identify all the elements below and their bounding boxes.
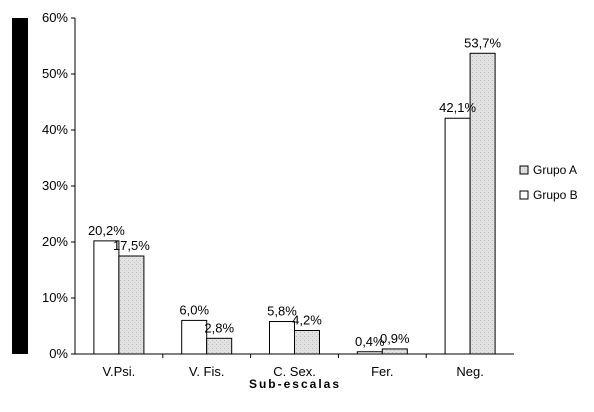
bar-grupo-b-4 xyxy=(444,117,471,355)
bar-grupo-a-4 xyxy=(469,52,496,355)
data-label: 4,2% xyxy=(292,312,322,327)
category-label: V. Fis. xyxy=(189,364,225,379)
category-label: V.Psi. xyxy=(103,364,136,379)
bar-grupo-a-1 xyxy=(206,337,233,355)
category-label: Neg. xyxy=(456,364,483,379)
bar-grupo-b-0 xyxy=(93,240,120,355)
y-tick-label: 50% xyxy=(42,66,68,81)
legend-swatch-grupo-a xyxy=(519,165,529,175)
data-label: 42,1% xyxy=(439,100,476,115)
data-label: 17,5% xyxy=(113,238,150,253)
y-axis-ticks: 0% 10% 20% 30% 40% 50% 60% xyxy=(42,10,427,361)
bar-grupo-b-3 xyxy=(356,351,383,355)
data-label: 5,8% xyxy=(267,304,297,319)
bar-grupo-b-2 xyxy=(269,321,295,355)
bar-grupo-a-0 xyxy=(118,255,145,355)
y-tick-label: 0% xyxy=(49,346,68,361)
data-label: 0,4% xyxy=(355,334,385,349)
legend-swatch-grupo-b xyxy=(519,190,529,200)
category-labels-group: V.Psi. V. Fis. C. Sex. Fer. Neg. xyxy=(103,364,484,379)
data-label: 2,8% xyxy=(204,320,234,335)
x-axis-title: Sub-escalas xyxy=(249,377,341,391)
legend-label-grupo-b: Grupo B xyxy=(533,188,578,202)
bar-grupo-b-1 xyxy=(181,319,208,355)
y-tick-label: 60% xyxy=(42,10,68,25)
data-label: 53,7% xyxy=(464,35,501,50)
y-tick-label: 40% xyxy=(42,122,68,137)
y-tick-label: 10% xyxy=(42,290,68,305)
left-black-band xyxy=(12,18,28,354)
data-labels-group: 20,2%17,5% 6,0% 2,8% 5,8%4,2% 0,4%0,9% 42,1% 5… xyxy=(88,35,502,348)
data-label: 6,0% xyxy=(179,302,209,317)
category-label: C. Sex. xyxy=(273,364,316,379)
y-tick-label: 30% xyxy=(42,178,68,193)
data-label: 0,9% xyxy=(380,331,410,346)
legend-label-grupo-a: Grupo A xyxy=(533,163,577,177)
category-label: Fer. xyxy=(371,364,393,379)
bar-grupo-a-2 xyxy=(294,329,320,355)
bars-group xyxy=(93,52,496,355)
y-tick-label: 20% xyxy=(42,234,68,249)
bar-grupo-a-3 xyxy=(381,348,408,355)
legend: Grupo A Grupo B xyxy=(519,163,578,202)
data-label: 20,2% xyxy=(88,223,125,238)
